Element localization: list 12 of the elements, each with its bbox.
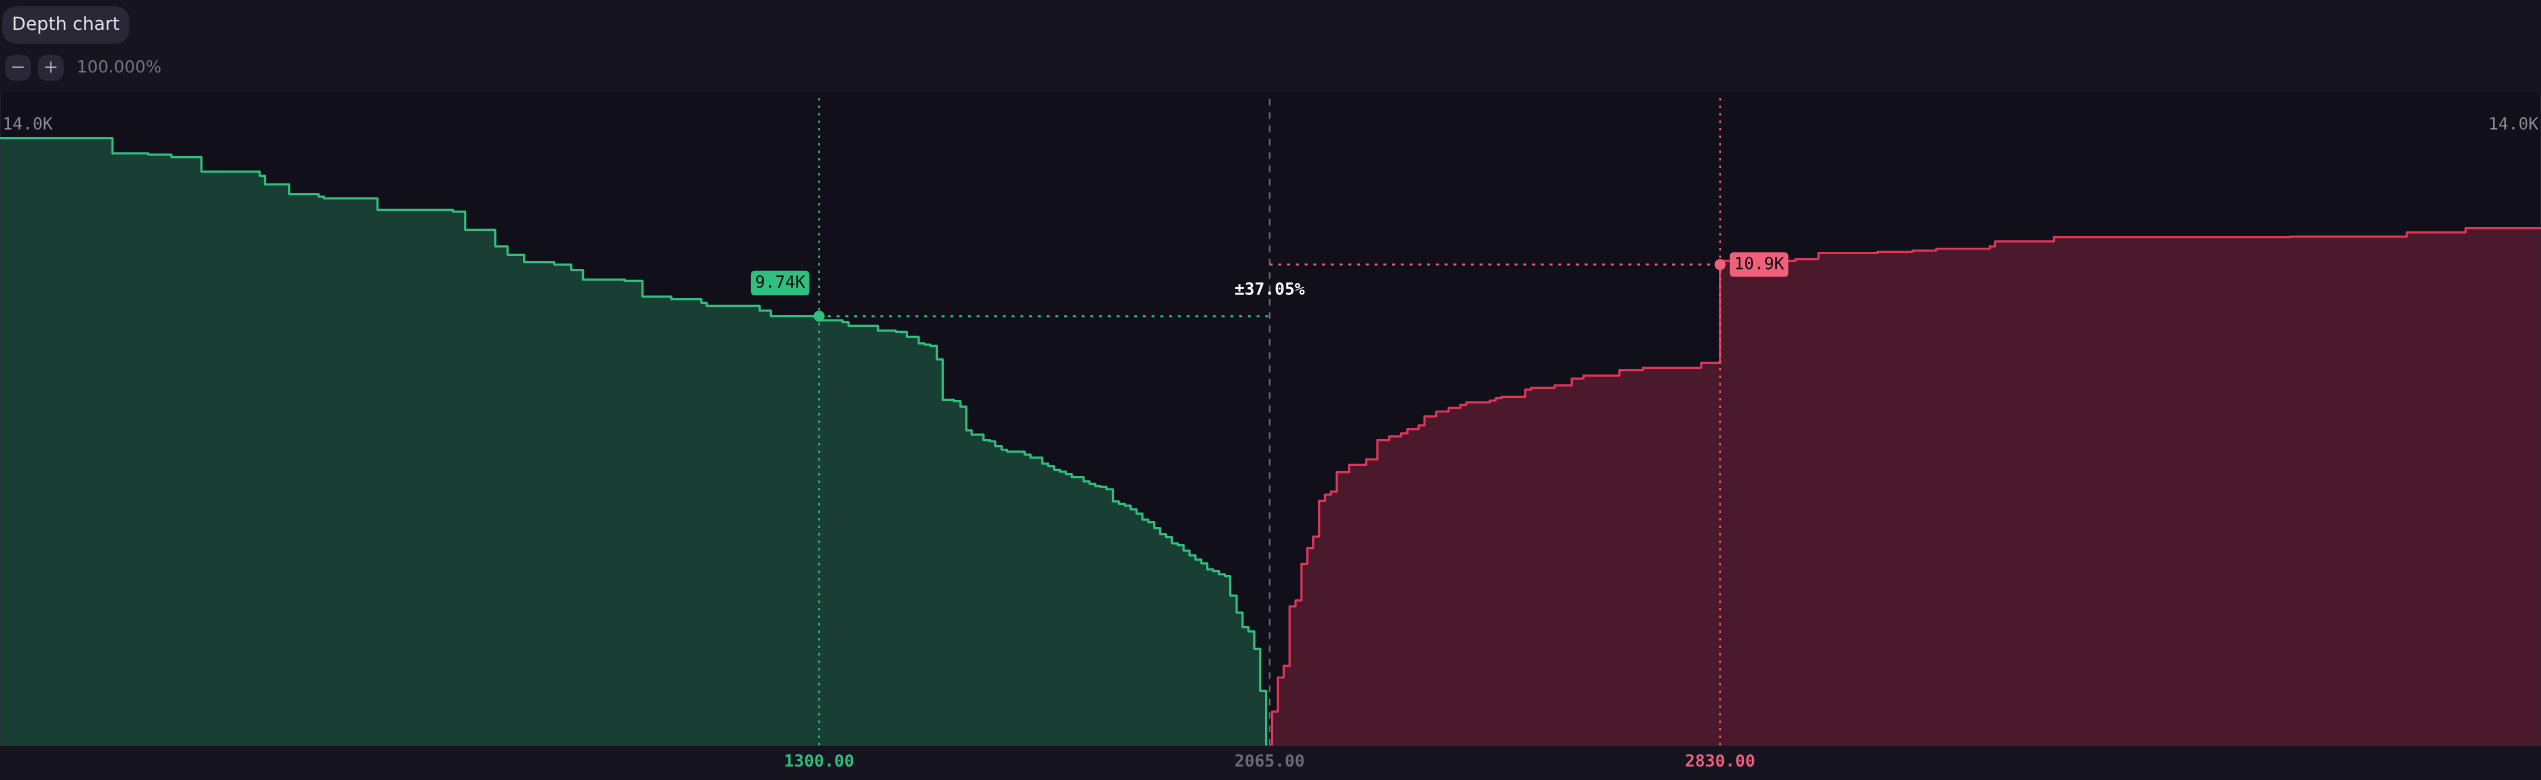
text: 14.0K [2490,117,2539,130]
text: 14.0K [4,117,53,130]
x-tick-label: 2065.00 [1235,754,1304,767]
text: − [12,66,24,68]
x-tick-label: 2830.00 [1685,754,1755,767]
text: 100.000% [78,60,161,73]
x-tick-label: 1300.00 [785,754,854,767]
annotation: 10.9K [1736,256,1785,270]
chart-title: Depth chart [13,16,120,34]
text: + [45,61,57,73]
annotation: ±37.05% [1235,282,1305,295]
annotation: 9.74K [756,275,806,288]
